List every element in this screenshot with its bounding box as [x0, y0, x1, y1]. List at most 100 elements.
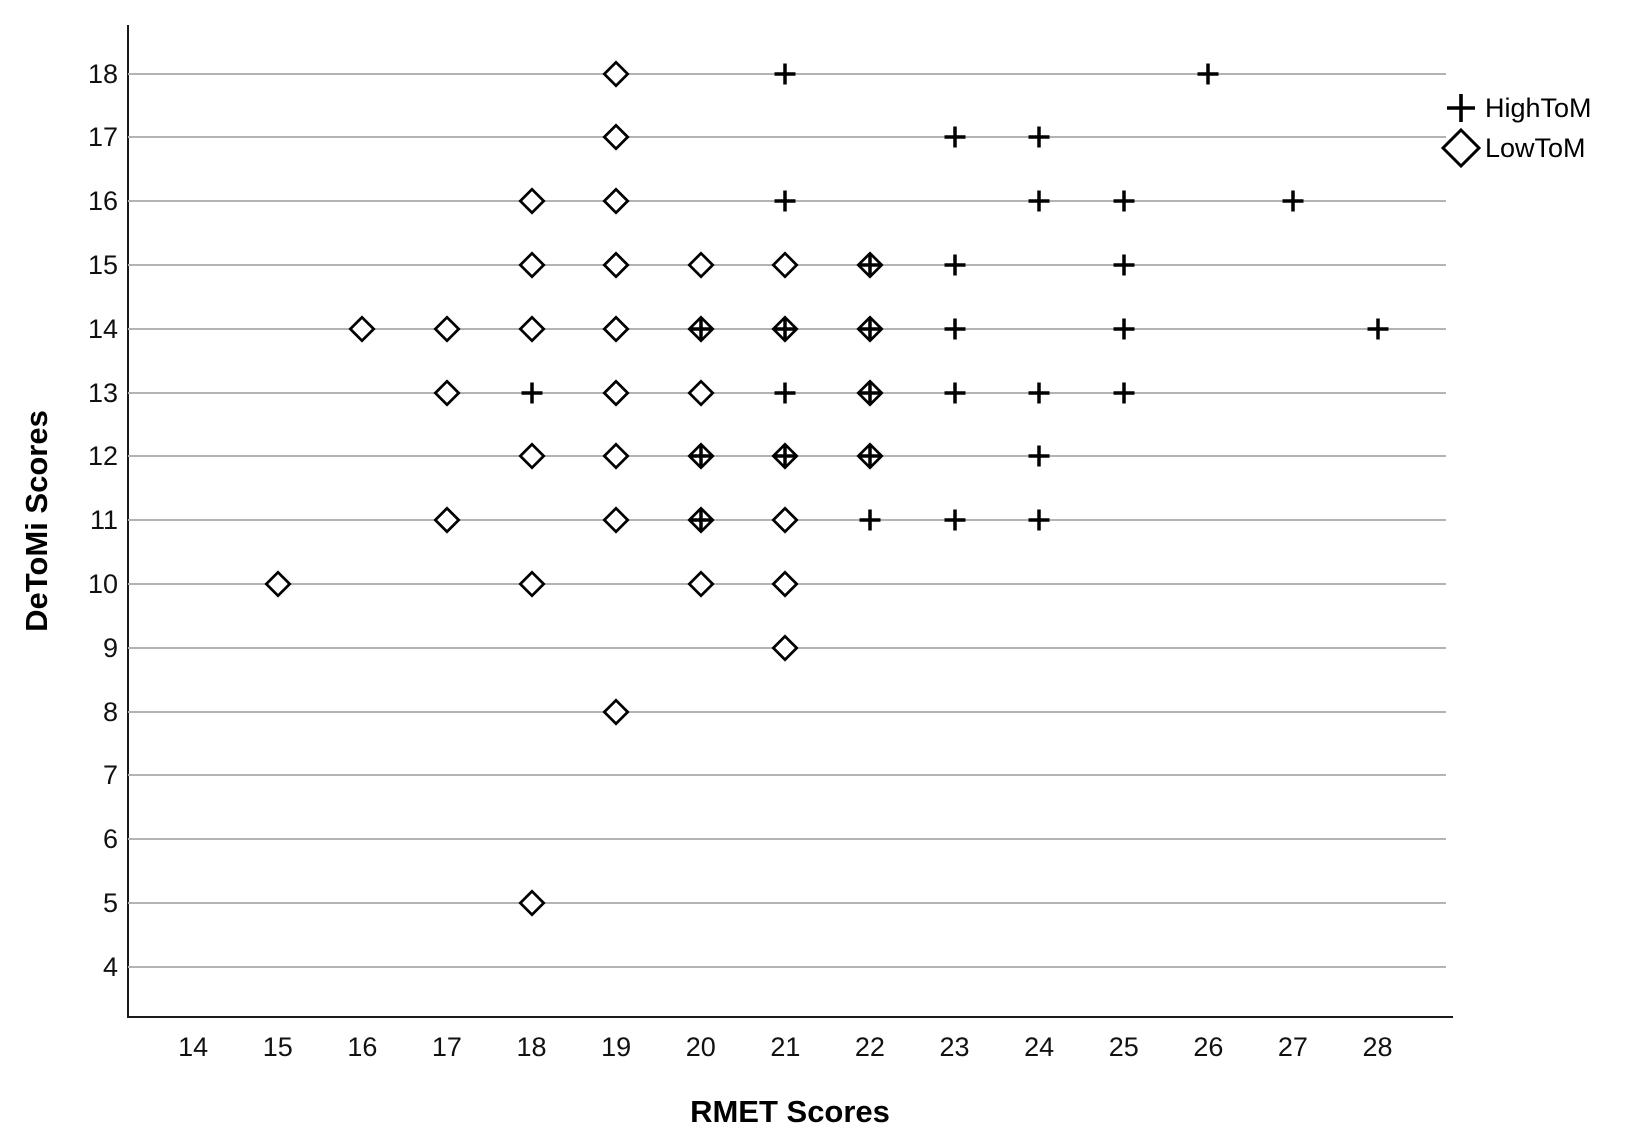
diamond-marker-icon [602, 506, 630, 534]
data-point-lowtom [517, 570, 546, 598]
x-tick-label: 21 [770, 1032, 801, 1062]
plus-marker-icon [774, 63, 796, 84]
y-tick-label: 14 [87, 313, 118, 344]
diamond-marker-icon [602, 123, 630, 151]
y-tick-label: 16 [87, 186, 118, 217]
data-point-hightom [1028, 381, 1051, 404]
diamond-marker-icon [433, 506, 461, 534]
plus-marker-icon [1113, 318, 1135, 340]
y-tick-label: 10 [87, 569, 118, 600]
data-point-hightom [1112, 253, 1135, 276]
y-tick-label: 4 [102, 951, 118, 982]
diamond-marker-icon [264, 570, 292, 598]
x-tick-label: 23 [939, 1032, 970, 1062]
legend-item-lowtom: LowToM [1438, 128, 1592, 168]
diamond-marker-icon [687, 378, 715, 407]
data-point-lowtom [517, 187, 546, 215]
data-point-hightom [858, 317, 881, 340]
data-point-lowtom [602, 442, 630, 470]
diamond-marker-icon [687, 251, 715, 279]
data-point-hightom [943, 381, 966, 404]
data-point-lowtom [771, 634, 799, 662]
y-axis-spine [127, 25, 129, 1018]
data-point-hightom [1366, 317, 1389, 340]
data-point-lowtom [602, 315, 630, 343]
data-point-lowtom [687, 251, 715, 279]
x-tick-label: 20 [685, 1032, 716, 1062]
y-tick-label: 9 [102, 632, 118, 663]
data-point-hightom [943, 509, 966, 532]
diamond-marker-icon [687, 570, 715, 598]
data-point-hightom [858, 445, 881, 468]
gridline [128, 710, 1446, 713]
data-point-lowtom [771, 506, 799, 534]
diamond-marker-icon [517, 315, 546, 343]
diamond-marker-icon [602, 442, 630, 470]
plus-marker-icon [690, 318, 712, 340]
data-point-lowtom [687, 378, 715, 407]
plus-marker-icon [944, 318, 966, 340]
data-point-lowtom [771, 570, 799, 598]
data-point-hightom [943, 253, 966, 276]
diamond-marker-icon [517, 570, 546, 598]
data-point-hightom [774, 381, 797, 404]
gridline [128, 774, 1446, 777]
diamond-marker-icon [517, 889, 546, 917]
data-point-hightom [858, 381, 881, 404]
data-point-lowtom [433, 506, 461, 534]
data-point-hightom [943, 126, 966, 149]
x-tick-label: 19 [601, 1032, 632, 1062]
plus-marker-icon [944, 509, 966, 531]
data-point-hightom [774, 190, 797, 213]
data-point-hightom [943, 317, 966, 340]
data-point-lowtom [517, 251, 546, 279]
data-point-hightom [689, 509, 712, 532]
diamond-marker-icon [602, 187, 630, 215]
gridline [128, 838, 1446, 841]
data-point-lowtom [602, 378, 630, 407]
data-point-hightom [774, 317, 797, 340]
data-point-hightom [1028, 509, 1051, 532]
y-tick-label: 13 [87, 377, 118, 408]
data-point-lowtom [433, 378, 461, 407]
diamond-marker-icon [771, 506, 799, 534]
x-axis-spine [127, 1016, 1453, 1018]
data-point-lowtom [602, 123, 630, 151]
y-tick-label: 18 [87, 58, 118, 89]
plus-marker-icon [1028, 190, 1050, 212]
plus-marker-icon [774, 318, 796, 340]
x-tick-label: 22 [854, 1032, 885, 1062]
diamond-marker-icon [602, 698, 630, 726]
plus-marker-icon [1028, 445, 1050, 467]
plus-marker-icon [774, 190, 796, 212]
data-point-hightom [858, 253, 881, 276]
data-point-hightom [1112, 190, 1135, 213]
y-tick-label: 7 [102, 760, 118, 791]
data-point-lowtom [348, 315, 376, 343]
plus-marker-icon [690, 509, 712, 531]
y-tick-label: 17 [87, 122, 118, 153]
x-tick-label: 17 [431, 1032, 462, 1062]
legend-label-hightom: HighToM [1485, 92, 1592, 123]
data-point-hightom [1028, 445, 1051, 468]
data-point-lowtom [687, 570, 715, 598]
x-tick-label: 14 [178, 1032, 209, 1062]
data-point-lowtom [602, 59, 630, 88]
diamond-marker-icon [348, 315, 376, 343]
diamond-marker-icon [517, 187, 546, 215]
diamond-marker-icon [517, 442, 546, 470]
legend-item-hightom: HighToM [1438, 88, 1592, 128]
plus-marker-icon [690, 445, 712, 467]
diamond-marker-icon [602, 378, 630, 407]
diamond-marker-icon [1438, 128, 1484, 168]
plus-marker-icon [1113, 382, 1135, 404]
x-tick-label: 25 [1108, 1032, 1139, 1062]
data-point-hightom [1112, 381, 1135, 404]
plus-marker-icon [944, 126, 966, 148]
gridline [128, 965, 1446, 968]
data-point-hightom [774, 62, 797, 85]
plus-marker-icon [1113, 190, 1135, 212]
x-tick-label: 16 [347, 1032, 378, 1062]
plus-marker-icon [859, 509, 881, 531]
